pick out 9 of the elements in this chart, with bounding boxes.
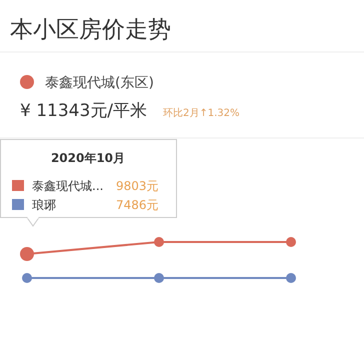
text: 2020年10月 <box>50 151 126 165</box>
text: 环比2月↑1.32% <box>163 107 240 119</box>
text: 9803元 <box>116 179 159 193</box>
text: 7486元 <box>116 198 159 212</box>
text: ¥ 11343元/平米 <box>20 101 148 121</box>
legend-label: 泰鑫现代城... <box>32 179 104 193</box>
legend-label: 琅琊 <box>32 198 56 212</box>
title: 本小区房价走势 <box>10 17 171 43</box>
text: 泰鑫现代城(东区) <box>45 75 154 91</box>
